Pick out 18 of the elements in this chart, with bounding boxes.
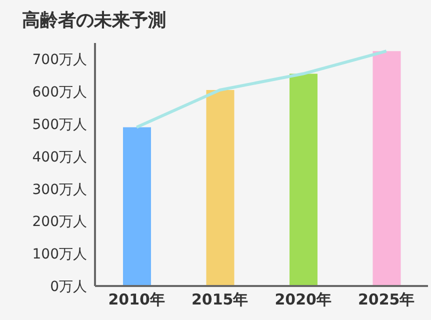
y-tick-label: 0万人 [50,278,87,295]
x-tick-label: 2025年 [358,290,415,309]
x-tick-label: 2010年 [108,290,165,309]
bar [290,74,318,286]
y-tick-label: 600万人 [32,84,87,101]
bar [123,127,151,286]
y-tick-label: 100万人 [32,246,87,263]
line-series [135,50,388,129]
y-tick-label: 400万人 [32,149,87,166]
y-tick-label: 700万人 [32,52,87,68]
chart-title: 高齢者の未来予測 [22,9,166,32]
bar [372,51,401,286]
x-tick-label: 2015年 [192,290,248,309]
bar [206,90,234,286]
y-tick-label: 200万人 [32,214,87,230]
x-tick-label: 2020年 [274,290,332,309]
y-tick-label: 500万人 [32,116,87,133]
y-tick-label: 300万人 [32,182,87,198]
